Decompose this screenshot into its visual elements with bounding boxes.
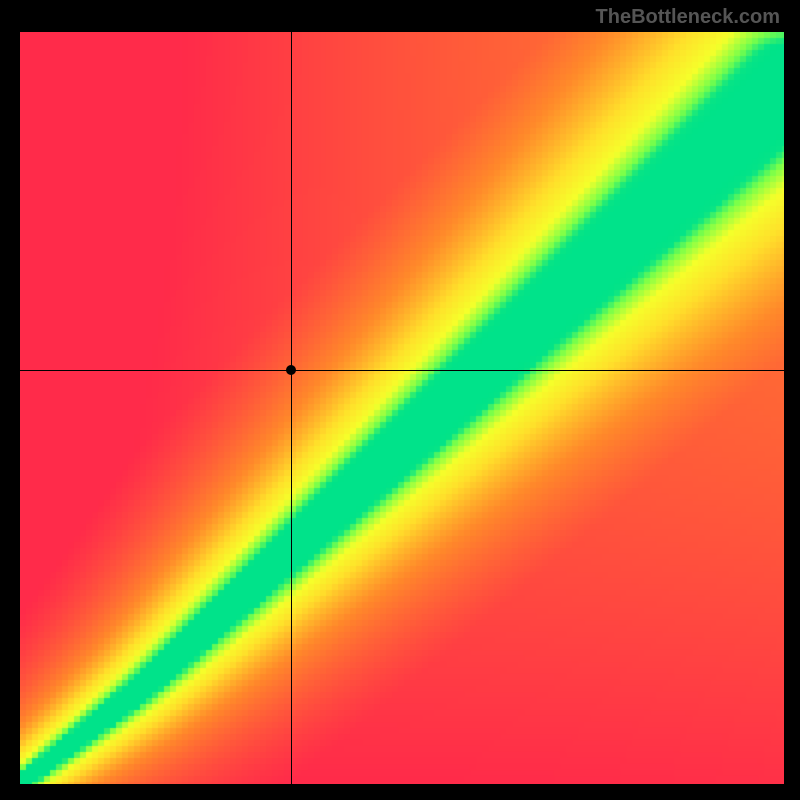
data-point-marker	[286, 365, 296, 375]
crosshair-vertical	[291, 32, 292, 784]
watermark-text: TheBottleneck.com	[596, 6, 780, 29]
heatmap-canvas	[20, 32, 784, 784]
plot-frame	[18, 30, 782, 782]
crosshair-horizontal	[20, 370, 784, 371]
chart-container: TheBottleneck.com	[0, 0, 800, 800]
